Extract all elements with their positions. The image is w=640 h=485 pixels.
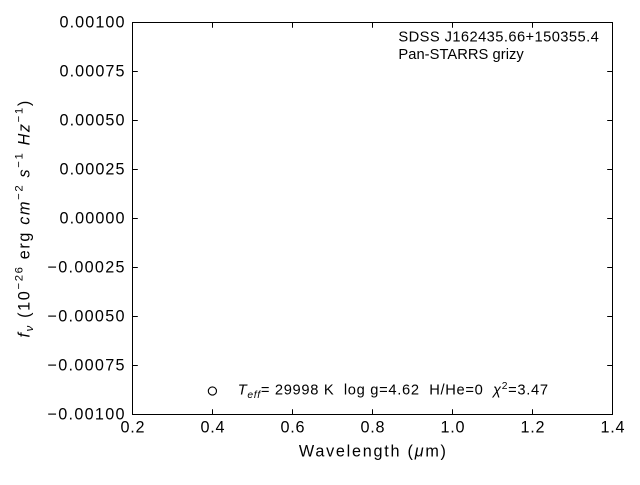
svg-text:0.00025: 0.00025	[60, 161, 125, 179]
svg-text:Wavelength (μm): Wavelength (μm)	[299, 442, 448, 460]
svg-text:fν (10−26 erg cm−2 s−1 Hz−1): fν (10−26 erg cm−2 s−1 Hz−1)	[14, 99, 36, 337]
svg-text:0.4: 0.4	[201, 419, 225, 437]
svg-text:−0.00050: −0.00050	[48, 308, 125, 326]
svg-text:0.2: 0.2	[121, 419, 145, 437]
svg-text:−0.00075: −0.00075	[48, 357, 125, 375]
svg-text:Teff= 29998 K log g=4.62 H/H: Teff= 29998 K log g=4.62 H/He=0 χ2=3.47	[238, 381, 549, 401]
svg-text:0.00100: 0.00100	[60, 14, 125, 32]
svg-text:Pan-STARRS grizy: Pan-STARRS grizy	[398, 47, 524, 63]
svg-text:1.0: 1.0	[441, 419, 465, 437]
svg-text:0.00050: 0.00050	[60, 112, 125, 130]
svg-text:0.00000: 0.00000	[60, 210, 125, 228]
svg-text:−0.00100: −0.00100	[48, 406, 125, 424]
svg-text:0.8: 0.8	[361, 419, 385, 437]
svg-text:1.2: 1.2	[521, 419, 545, 437]
svg-text:−0.00025: −0.00025	[48, 259, 125, 277]
svg-text:SDSS J162435.66+150355.4: SDSS J162435.66+150355.4	[398, 30, 599, 46]
svg-text:0.00075: 0.00075	[60, 63, 125, 81]
svg-text:0.6: 0.6	[281, 419, 305, 437]
svg-text:1.4: 1.4	[601, 419, 625, 437]
